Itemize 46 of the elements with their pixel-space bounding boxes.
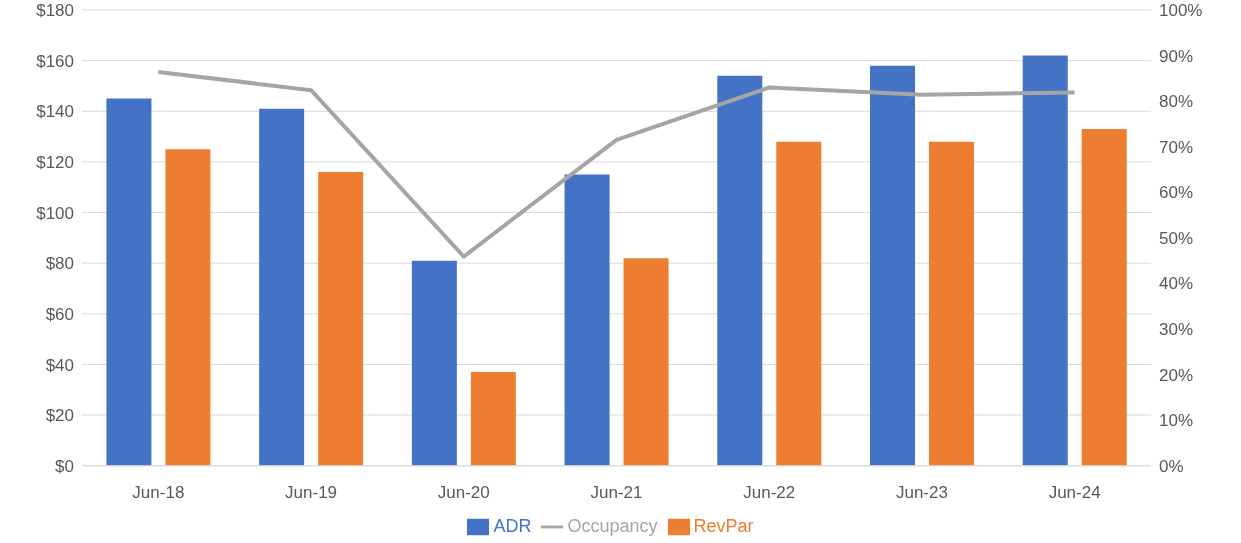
- legend-label: Occupancy: [567, 515, 658, 536]
- bar: [411, 260, 457, 466]
- y-tick-label: $40: [45, 355, 74, 375]
- x-tick-label: Jun-19: [285, 482, 338, 502]
- bar: [776, 141, 822, 466]
- x-tick-label: Jun-20: [437, 482, 490, 502]
- x-tick-label: Jun-18: [132, 482, 185, 502]
- y-tick-label: $80: [45, 254, 74, 274]
- bar: [318, 172, 364, 466]
- x-tick-label: Jun-21: [590, 482, 643, 502]
- bar: [259, 108, 305, 466]
- legend-label: RevPar: [693, 515, 754, 536]
- bar: [564, 174, 610, 466]
- y2-tick-label: 20%: [1159, 365, 1194, 385]
- legend-label: ADR: [493, 515, 532, 536]
- y2-tick-label: 70%: [1159, 137, 1194, 157]
- y2-tick-label: 50%: [1159, 228, 1194, 248]
- y-tick-label: $100: [36, 203, 74, 223]
- bar: [470, 372, 516, 466]
- y-tick-label: $180: [36, 1, 74, 21]
- y2-tick-label: 100%: [1159, 1, 1203, 21]
- y2-tick-label: 30%: [1159, 320, 1194, 340]
- y2-tick-label: 90%: [1159, 46, 1194, 66]
- bar: [870, 65, 916, 466]
- bar: [1081, 129, 1127, 466]
- x-tick-label: Jun-24: [1048, 482, 1101, 502]
- y-tick-label: $20: [45, 406, 74, 426]
- bar: [1022, 55, 1068, 466]
- y2-tick-label: 10%: [1159, 411, 1194, 431]
- bar: [106, 98, 152, 466]
- bar: [717, 75, 763, 466]
- y-tick-label: $60: [45, 304, 74, 324]
- y2-tick-label: 0%: [1159, 456, 1184, 476]
- line-series: [156, 69, 1077, 259]
- bar: [929, 141, 975, 466]
- bar: [165, 149, 211, 466]
- y-tick-label: $0: [55, 456, 74, 476]
- x-tick-label: Jun-23: [895, 482, 948, 502]
- y2-tick-label: 80%: [1159, 92, 1194, 112]
- y-tick-label: $120: [36, 152, 74, 172]
- y-tick-label: $160: [36, 51, 74, 71]
- y-tick-label: $140: [36, 102, 74, 122]
- y2-tick-label: 40%: [1159, 274, 1194, 294]
- x-tick-label: Jun-22: [743, 482, 796, 502]
- y2-tick-label: 60%: [1159, 183, 1194, 203]
- bar: [623, 258, 669, 466]
